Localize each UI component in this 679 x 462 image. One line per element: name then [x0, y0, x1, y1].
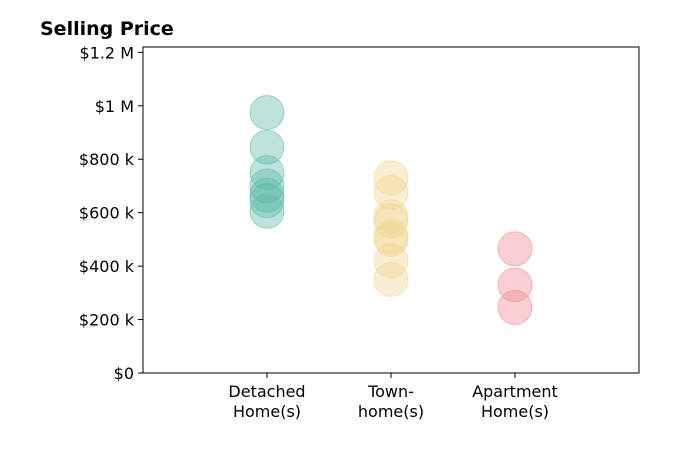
y-axis: $0 $200 k $400 k $600 k $800 k $1 M $1.2 M — [79, 43, 143, 383]
data-point — [249, 177, 285, 213]
data-points — [249, 94, 533, 326]
data-point — [373, 203, 409, 239]
y-tick-label: $400 k — [79, 257, 135, 276]
x-axis: Detached Home(s)Town-home(s)Apartment Home… — [228, 373, 558, 421]
data-point — [249, 183, 285, 219]
data-point — [249, 94, 285, 130]
x-tick-label: Apartment Home(s) — [472, 382, 558, 421]
data-point — [497, 231, 533, 267]
y-tick-label: $600 k — [79, 204, 135, 223]
chart-title: Selling Price — [40, 18, 174, 40]
data-point — [373, 221, 409, 257]
y-tick-label: $800 k — [79, 150, 135, 169]
data-point — [373, 243, 409, 279]
y-tick-label: $200 k — [79, 311, 135, 330]
y-tick-label: $1.2 M — [79, 43, 134, 62]
data-point — [373, 160, 409, 196]
y-tick-label: $1 M — [95, 97, 134, 116]
data-point — [497, 290, 533, 326]
data-point — [373, 261, 409, 297]
x-tick-label: Town-home(s) — [358, 382, 424, 421]
data-point — [249, 129, 285, 165]
data-point — [249, 168, 285, 204]
y-tick-label: $0 — [114, 364, 134, 383]
x-tick-label-line: Home(s) — [481, 402, 549, 421]
data-point — [373, 175, 409, 211]
x-tick-label-line: Home(s) — [233, 402, 301, 421]
x-tick-label-line: Town- — [367, 382, 414, 401]
x-tick-label-line: Detached — [228, 382, 305, 401]
x-tick-label-line: Apartment — [472, 382, 558, 401]
x-tick-label: Detached Home(s) — [228, 382, 305, 421]
data-point — [249, 193, 285, 229]
x-tick-label-line: home(s) — [358, 402, 424, 421]
